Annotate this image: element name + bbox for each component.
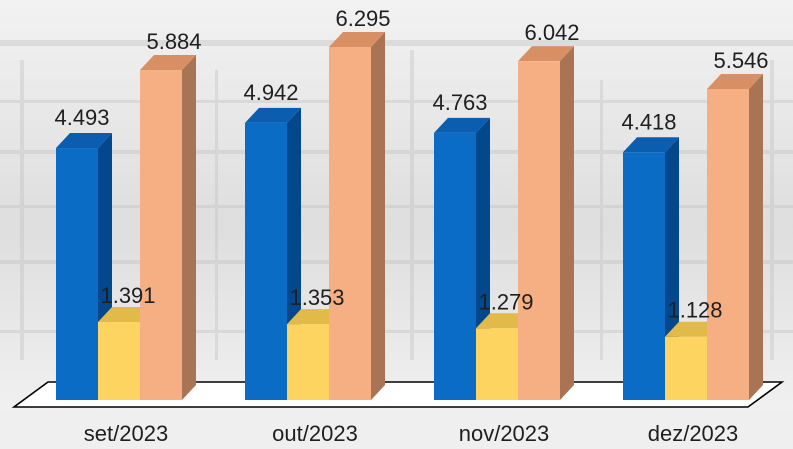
data-label: 5.884 xyxy=(146,29,201,54)
category-label: nov/2023 xyxy=(459,421,550,446)
category-label: dez/2023 xyxy=(648,421,739,446)
category-label: set/2023 xyxy=(84,421,168,446)
data-label: 4.493 xyxy=(54,105,109,130)
data-label: 6.295 xyxy=(335,6,390,31)
bar-dez-2023-s0 xyxy=(623,137,679,400)
data-label: 5.546 xyxy=(713,48,768,73)
data-label: 1.279 xyxy=(478,289,533,314)
category-label: out/2023 xyxy=(272,421,358,446)
bar-set-2023-s2 xyxy=(140,55,196,401)
data-label: 4.942 xyxy=(243,80,298,105)
data-label: 4.763 xyxy=(432,90,487,115)
bar-nov-2023-s2 xyxy=(518,46,574,401)
data-label: 1.128 xyxy=(667,298,722,323)
bars xyxy=(56,32,763,401)
chart-floor xyxy=(11,381,785,408)
data-label: 6.042 xyxy=(524,20,579,45)
data-labels: 4.493 1.391 5.884 4.942 1.353 6.295 4.763 1.279… xyxy=(54,6,768,323)
data-label: 4.418 xyxy=(621,109,676,134)
data-label: 1.353 xyxy=(289,285,344,310)
category-labels: set/2023 out/2023 nov/2023 dez/2023 xyxy=(84,421,738,446)
bar-dez-2023-s2 xyxy=(707,74,763,401)
data-label: 1.391 xyxy=(100,283,155,308)
bar-out-2023-s2 xyxy=(329,32,385,400)
